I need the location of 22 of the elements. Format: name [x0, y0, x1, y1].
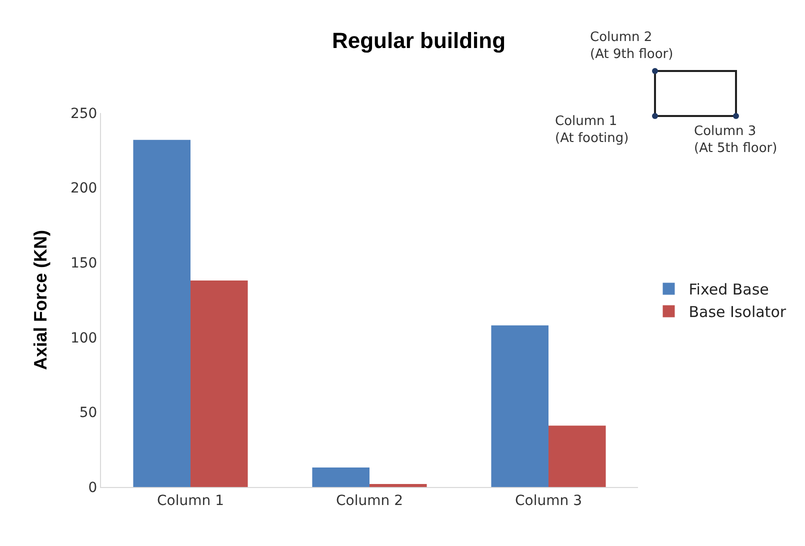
text: Column 2 (At 9th floor) — [590, 30, 674, 62]
bar — [133, 140, 190, 487]
x-tick-label: Column 2 — [336, 492, 403, 509]
bar — [312, 468, 370, 487]
bar — [370, 484, 427, 487]
text: Column 3 (At 5th floor) — [694, 124, 778, 156]
x-tick-label: Column 1 — [157, 492, 224, 509]
annotation: Column 1 (At footing) — [555, 114, 629, 146]
x-tick-label: Column 3 — [515, 492, 582, 509]
y-tick-label: 150 — [70, 256, 98, 272]
y-tick-label: 0 — [88, 480, 98, 496]
y-tick-label: 100 — [70, 330, 98, 346]
y-tick-label: 250 — [70, 106, 98, 122]
y-axis-title: Axial Force (KN) — [30, 230, 51, 370]
chart-title: Regular building — [332, 28, 506, 53]
bar — [491, 325, 548, 487]
bar — [548, 426, 606, 487]
y-tick-label: 200 — [70, 180, 98, 197]
bar — [190, 280, 248, 487]
legend-label: Base Isolator — [688, 303, 787, 322]
y-tick-label: 50 — [79, 405, 98, 422]
legend-label: Fixed Base — [688, 280, 769, 299]
